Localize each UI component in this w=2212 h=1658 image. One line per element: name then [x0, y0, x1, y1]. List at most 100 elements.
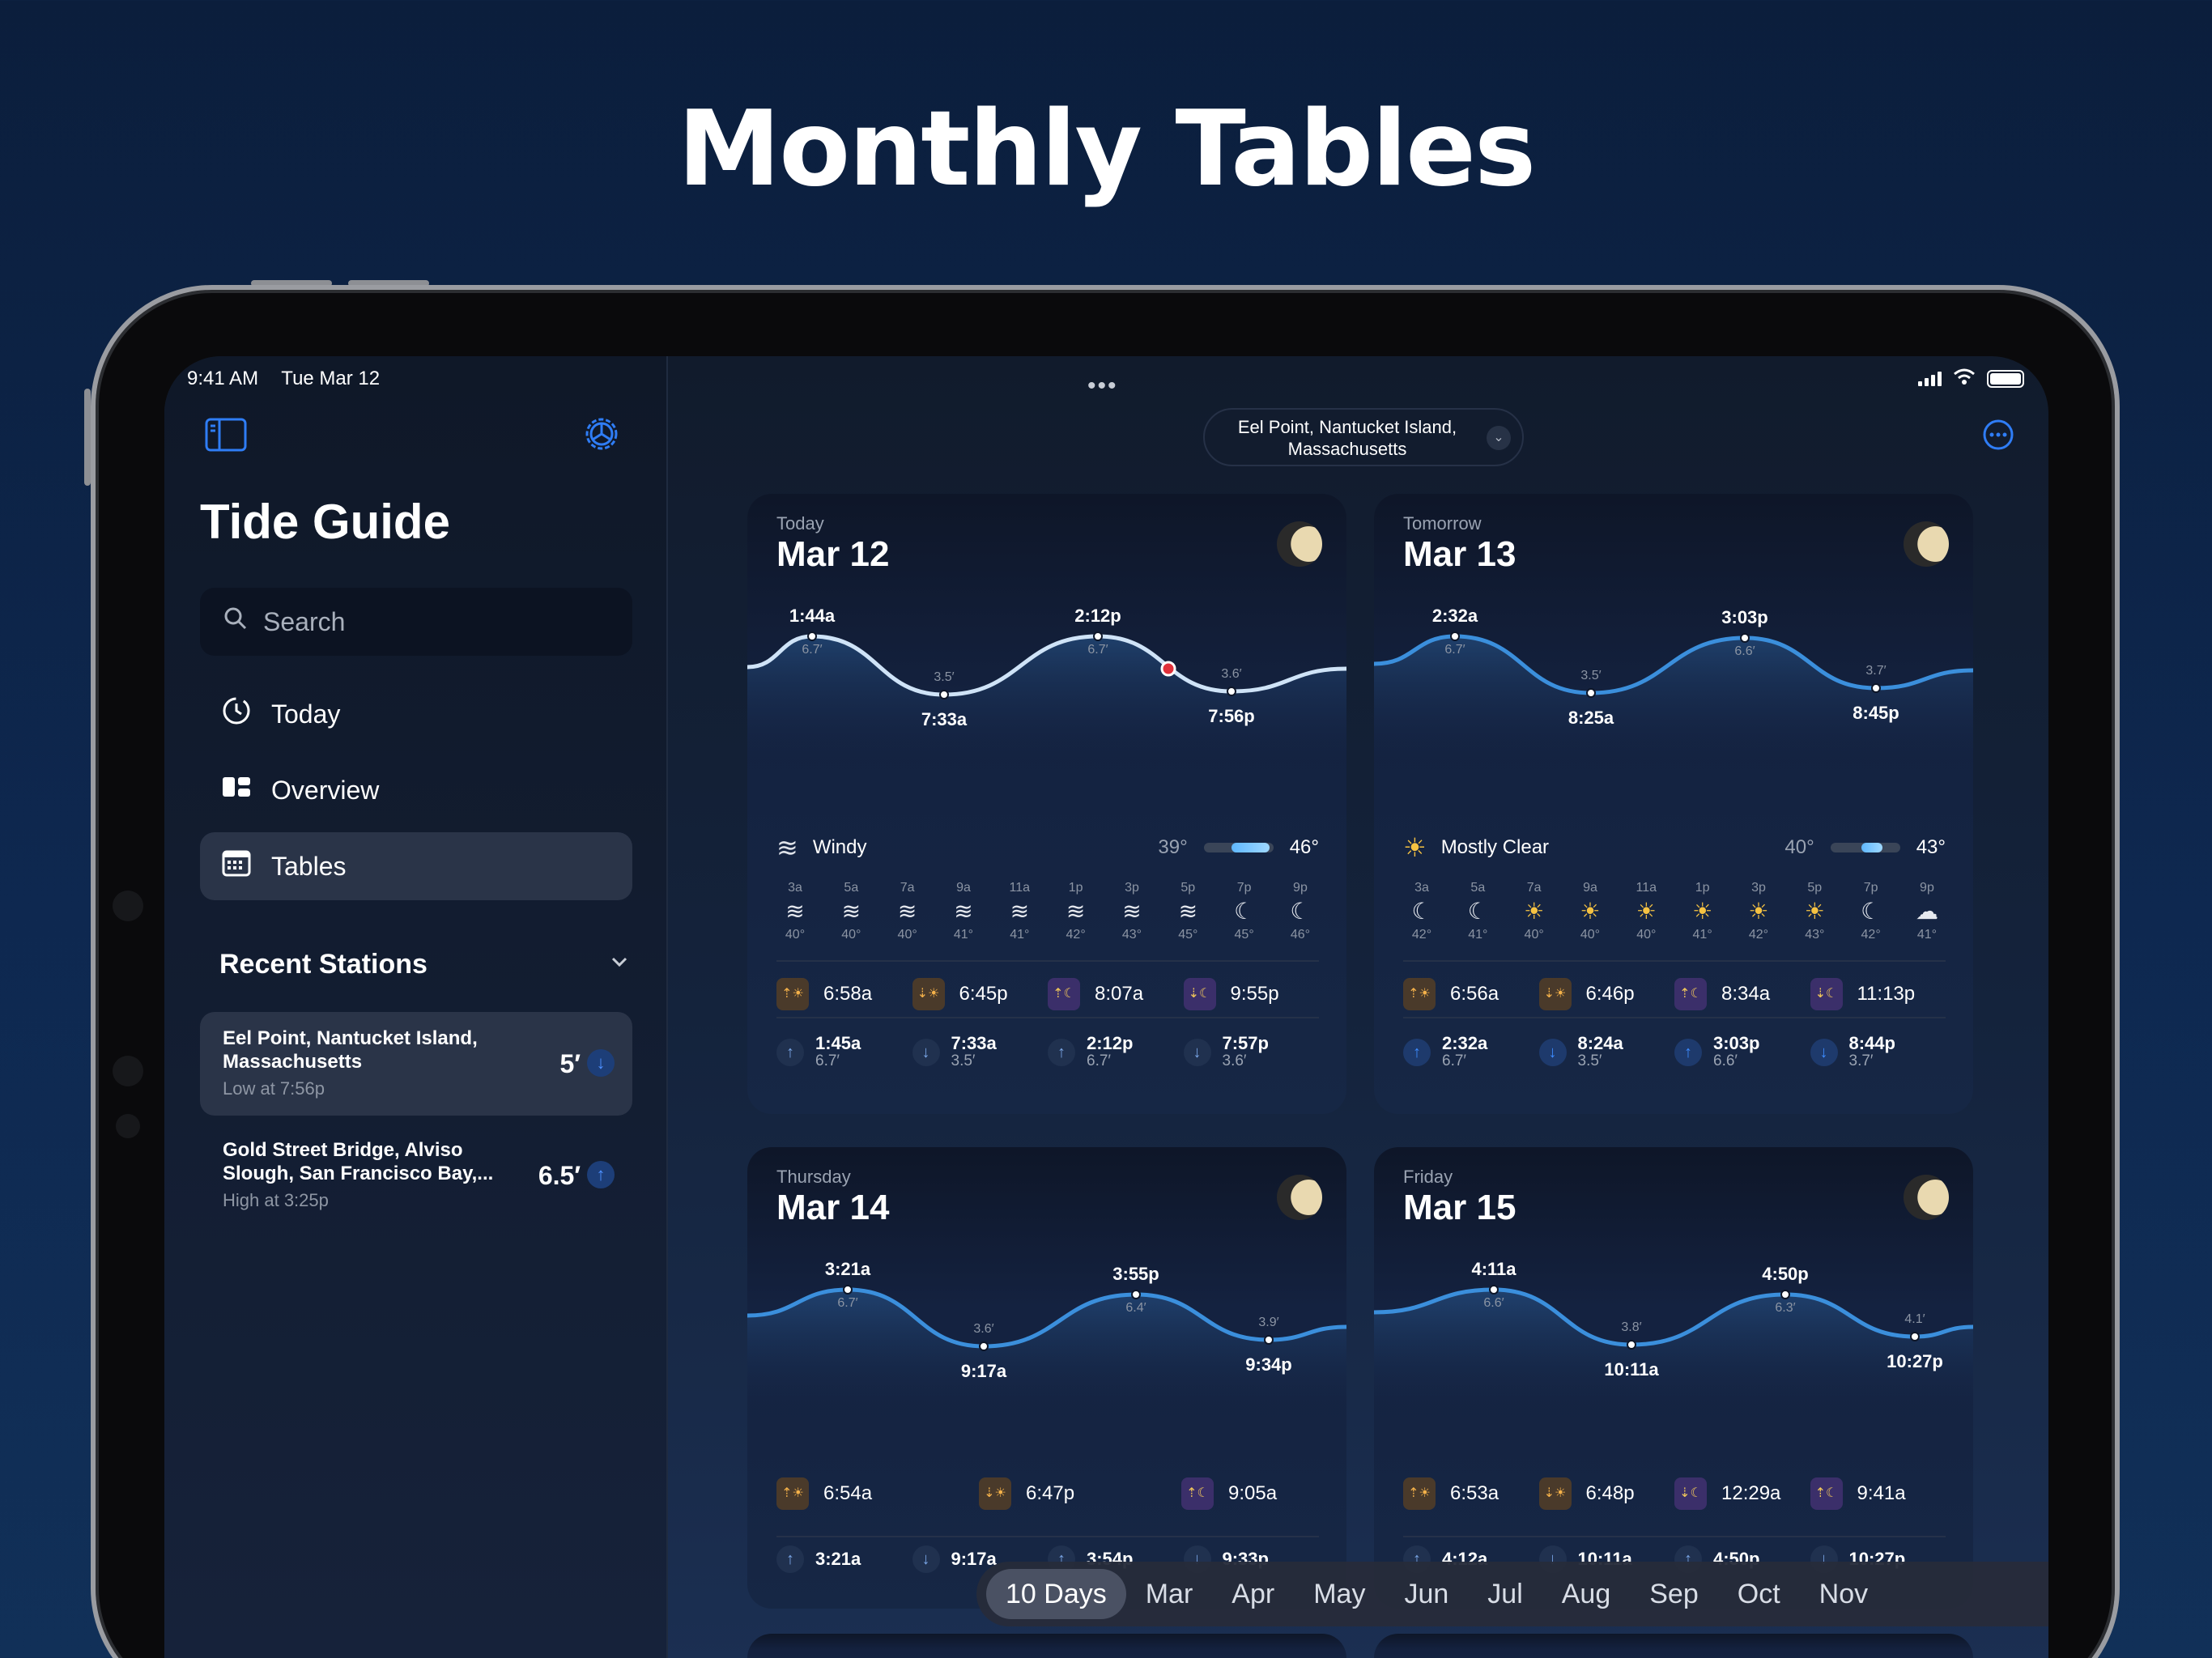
tide-extreme-point [939, 690, 949, 699]
nav-label: Today [271, 699, 341, 729]
weather-summary: ☀ Mostly Clear 40° 43° [1403, 832, 1946, 863]
wind-icon: ≋ [954, 899, 973, 924]
month-tab-jun[interactable]: Jun [1404, 1579, 1449, 1609]
tide-height-label: 6.3′ [1775, 1301, 1796, 1315]
location-picker[interactable]: Eel Point, Nantucket Island, Massachuset… [1203, 408, 1524, 466]
hour-temp: 40° [897, 928, 917, 942]
tide-extreme-point [843, 1285, 853, 1295]
hour-time: 3p [1751, 881, 1766, 895]
search-field[interactable]: Search [200, 588, 632, 656]
day-card[interactable]: Friday Mar 15 4:11a 6.6′ 10:11a 3.8′ 4:50p 6.3′… [1374, 1147, 1973, 1609]
nav-item-tables[interactable]: Tables [200, 832, 632, 900]
divider [1403, 1017, 1946, 1018]
nav-item-today[interactable]: Today [200, 680, 632, 748]
hour-temp: 41° [953, 928, 974, 942]
hour-item: 7a ≋ 40° [889, 881, 926, 942]
sun-icon: ☀ [1692, 899, 1713, 924]
multitask-dots-icon[interactable]: ••• [1087, 372, 1118, 399]
month-tab-aug[interactable]: Aug [1561, 1579, 1611, 1609]
moon-phase-icon [1904, 1175, 1949, 1220]
tide-height-label: 6.6′ [1483, 1296, 1504, 1310]
sun-moon-time: 8:34a [1721, 983, 1771, 1005]
sun-moon-item: ⇡☾ 9:05a [1181, 1477, 1319, 1510]
tide-curve [747, 631, 1346, 769]
hour-item: 1p ☀ 41° [1684, 881, 1721, 942]
moonset-icon: ⇣☾ [1810, 978, 1843, 1010]
location-name: Eel Point, Nantucket Island, Massachuset… [1237, 417, 1457, 459]
station-name: Eel Point, Nantucket Island, Massachuset… [223, 1027, 478, 1073]
arrow-down-icon: ↓ [912, 1545, 940, 1573]
sidebar: 9:41 AM Tue Mar 12 Tide Guide Search Tod… [164, 356, 668, 1658]
nav-label: Overview [271, 775, 380, 805]
month-tab-mar[interactable]: Mar [1145, 1579, 1193, 1609]
sun-moon-time: 6:45p [959, 983, 1008, 1005]
arrow-up-icon: ↑ [1674, 1039, 1702, 1066]
moonset-icon: ⇣☾ [1674, 1477, 1707, 1510]
station-item[interactable]: Eel Point, Nantucket Island, Massachuset… [200, 1012, 632, 1116]
sun-moon-item: ⇡☀ 6:56a [1403, 978, 1539, 1010]
station-item[interactable]: Gold Street Bridge, Alviso Slough, San F… [200, 1124, 632, 1227]
hour-temp: 42° [1411, 928, 1432, 942]
month-tab-apr[interactable]: Apr [1231, 1579, 1275, 1609]
nav-item-overview[interactable]: Overview [200, 756, 632, 824]
moon-phase-icon [1904, 521, 1949, 567]
tide-time-label: 3:55p [1112, 1264, 1159, 1284]
device-button [251, 280, 332, 287]
tide-extreme-point [1740, 633, 1750, 643]
tide-height-label: 3.6′ [1221, 667, 1242, 681]
sunset-icon: ⇣☀ [979, 1477, 1011, 1510]
sidebar-toggle-icon[interactable] [205, 418, 247, 456]
month-tab-may[interactable]: May [1313, 1579, 1366, 1609]
hour-time: 5p [1807, 881, 1823, 895]
tide-extreme-point [1780, 1290, 1790, 1299]
tide-height-label: 6.4′ [1125, 1301, 1146, 1315]
sun-moon-item: ⇡☀ 6:54a [776, 1477, 914, 1510]
tide-time: 3:21a [815, 1549, 861, 1569]
hour-temp: 41° [1916, 928, 1938, 942]
headline: Monthly Tables [677, 89, 1536, 210]
settings-gear-icon[interactable] [582, 414, 621, 457]
temp-range-bar [1203, 843, 1274, 852]
wind-icon: ≋ [897, 899, 917, 924]
tide-time: 1:45a [815, 1033, 861, 1053]
clock-icon [219, 694, 253, 734]
current-tide-marker [1160, 661, 1176, 677]
tide-time-label: 2:12p [1074, 606, 1121, 626]
hour-temp: 43° [1805, 928, 1825, 942]
hour-temp: 42° [1748, 928, 1769, 942]
hour-time: 11a [1636, 881, 1657, 895]
wind-icon: ≋ [1178, 899, 1198, 924]
month-tab-10-days[interactable]: 10 Days [986, 1569, 1126, 1619]
month-tab-sep[interactable]: Sep [1649, 1579, 1699, 1609]
tide-time-label: 4:50p [1762, 1264, 1809, 1284]
day-card[interactable]: Thursday Mar 14 3:21a 6.7′ 9:17a 3.6′ 3:55p 6.4… [747, 1147, 1346, 1609]
recent-stations-header[interactable]: Recent Stations [219, 949, 632, 982]
day-card[interactable] [747, 1634, 1346, 1658]
status-bar-left: 9:41 AM Tue Mar 12 [187, 368, 398, 390]
hour-time: 1p [1068, 881, 1083, 895]
sun-icon: ☀ [1636, 899, 1657, 924]
hour-item: 3a ≋ 40° [776, 881, 814, 942]
month-tab-oct[interactable]: Oct [1737, 1579, 1780, 1609]
sunrise-icon: ⇡☀ [1403, 978, 1436, 1010]
arrow-down-icon: ↓ [587, 1049, 615, 1077]
hour-temp: 46° [1290, 928, 1311, 942]
station-height: 6.5′ [538, 1161, 581, 1190]
arrow-down-icon: ↓ [912, 1039, 940, 1066]
month-tab-jul[interactable]: Jul [1487, 1579, 1523, 1609]
sun-moon-time: 11:13p [1857, 983, 1916, 1005]
more-options-icon[interactable] [1981, 418, 2015, 456]
chevron-down-icon: ⌄ [1487, 426, 1511, 450]
chevron-down-icon [606, 949, 632, 982]
day-card[interactable]: Today Mar 12 1:44a 6.7′ 7:33a 3.5′ 2:12p 6.7′ 7:… [747, 494, 1346, 1114]
month-tab-nov[interactable]: Nov [1819, 1579, 1869, 1609]
hour-time: 9p [1293, 881, 1308, 895]
day-card[interactable]: Tomorrow Mar 13 2:32a 6.7′ 8:25a 3.5′ 3:03p 6.6… [1374, 494, 1973, 1114]
sun-moon-item: ⇡☾ 8:07a [1048, 978, 1184, 1010]
hour-temp: 40° [1580, 928, 1601, 942]
moon-icon: ☾ [1411, 899, 1432, 924]
day-card[interactable] [1374, 1634, 1973, 1658]
camera-dot [113, 891, 143, 921]
hour-item: 11a ≋ 41° [1001, 881, 1038, 942]
tide-height: 3.7′ [1848, 1052, 1874, 1069]
